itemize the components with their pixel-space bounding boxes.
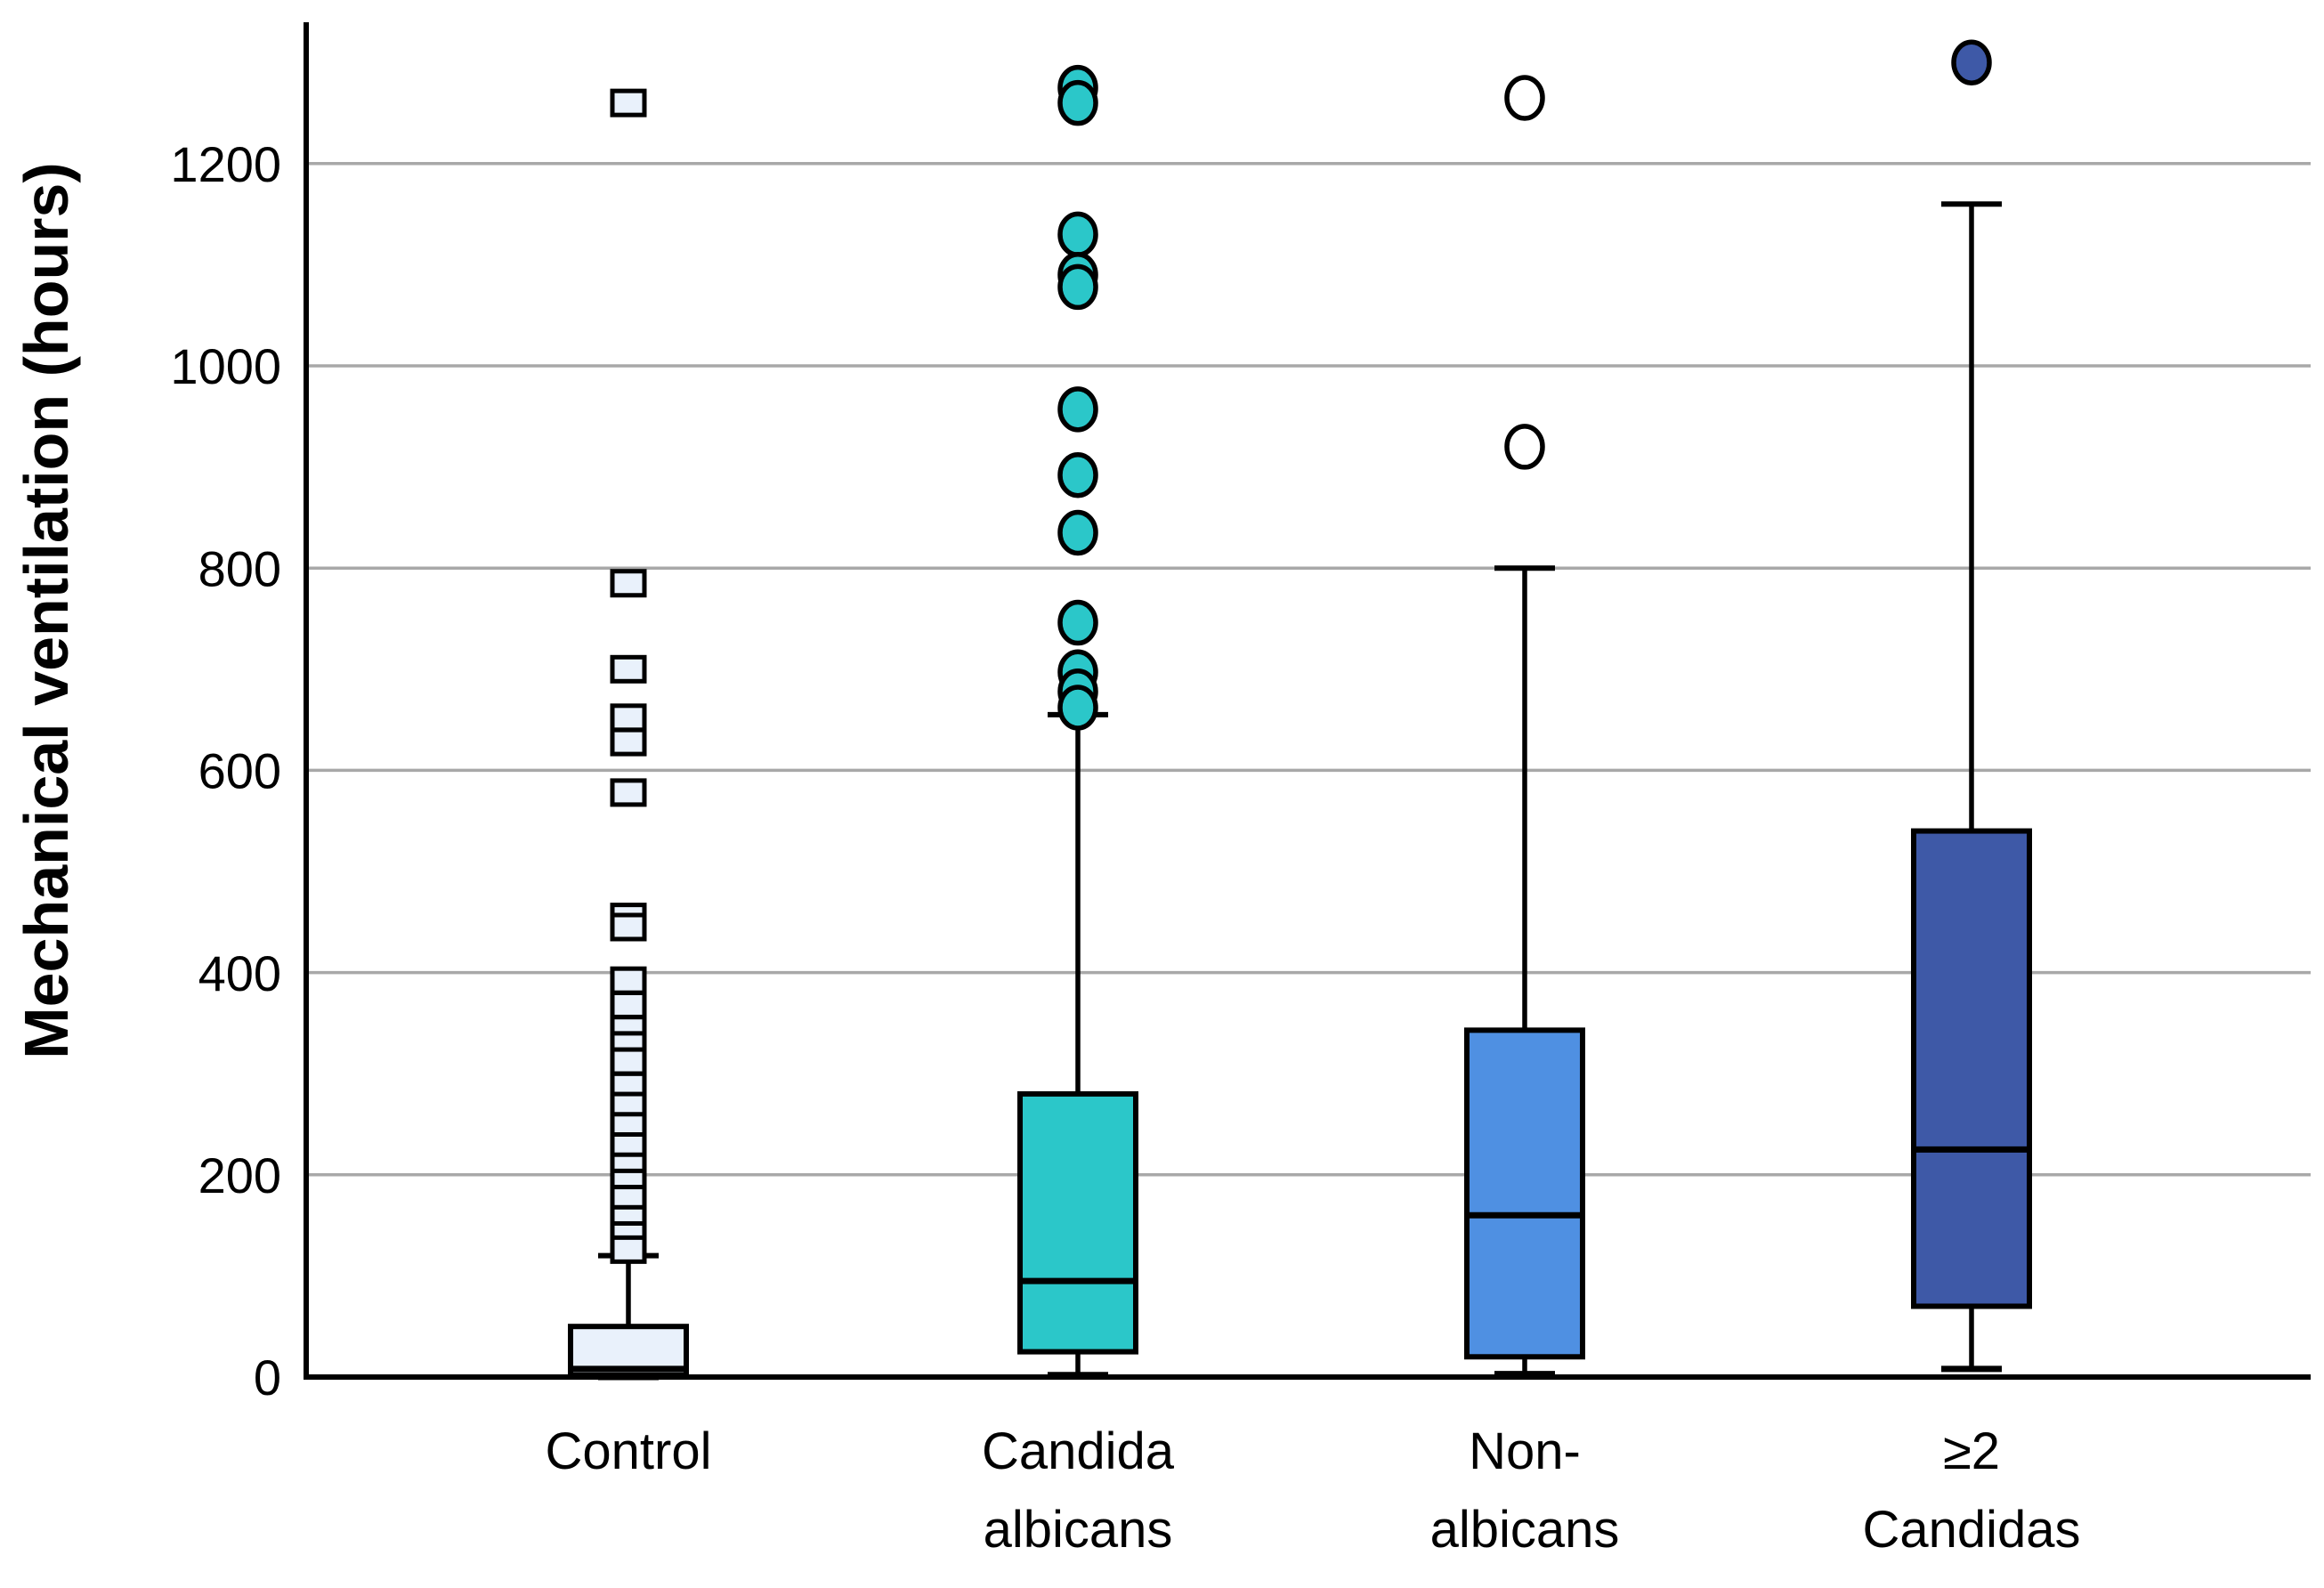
iqr-box-non-albicans — [1464, 1027, 1585, 1360]
outlier-marker-control-2 — [610, 654, 647, 684]
iqr-box-ge2-candidas — [1911, 828, 2032, 1309]
x-category-label-control-line1: Control — [546, 1422, 712, 1480]
outlier-marker-control-22 — [610, 1235, 647, 1264]
outlier-marker-non-albicans-1 — [1504, 424, 1545, 470]
y-tick-label-400: 400 — [198, 945, 281, 1001]
y-tick-label-1000: 1000 — [170, 338, 281, 394]
outlier-marker-control-12 — [610, 1047, 647, 1076]
outlier-marker-candida-albicans-7 — [1057, 509, 1098, 556]
x-category-label-candida-albicans-line1: Candida — [982, 1422, 1175, 1480]
outlier-marker-candida-albicans-2 — [1057, 211, 1098, 258]
outlier-marker-control-3 — [610, 703, 647, 733]
x-category-label-candida-albicans-line2: albicans — [984, 1501, 1173, 1559]
outlier-marker-candida-albicans-6 — [1057, 451, 1098, 498]
y-tick-label-1200: 1200 — [170, 136, 281, 192]
x-category-label-non-albicans-line2: albicans — [1430, 1501, 1620, 1559]
labels-layer: 0 200 400 600 800 1000 1200 Control Candida albic… — [170, 136, 2080, 1559]
outlier-marker-candida-albicans-5 — [1057, 386, 1098, 433]
outlier-marker-control-5 — [610, 778, 647, 807]
outlier-marker-control-0 — [610, 88, 647, 117]
iqr-box-candida-albicans — [1017, 1090, 1138, 1355]
outlier-marker-candida-albicans-4 — [1057, 263, 1098, 311]
boxplot-group-control — [568, 88, 689, 1381]
boxes-layer — [568, 39, 2032, 1381]
boxplot-group-non-albicans — [1464, 75, 1585, 1378]
outlier-marker-control-4 — [610, 727, 647, 757]
y-tick-label-600: 600 — [198, 743, 281, 799]
x-category-label-non-albicans-line1: Non- — [1469, 1422, 1581, 1480]
boxplot-group-ge2-candidas — [1911, 39, 2032, 1373]
outlier-marker-control-7 — [610, 912, 647, 942]
outlier-marker-candida-albicans-8 — [1057, 599, 1098, 646]
outlier-marker-candida-albicans-11 — [1057, 685, 1098, 731]
outlier-marker-control-1 — [610, 569, 647, 598]
outlier-marker-candida-albicans-1 — [1057, 79, 1098, 126]
outlier-marker-non-albicans-0 — [1504, 75, 1545, 121]
x-category-label-ge2-candidas-line2: Candidas — [1862, 1501, 2080, 1559]
y-tick-label-0: 0 — [254, 1349, 281, 1406]
outlier-marker-control-8 — [610, 966, 647, 995]
y-axis-title: Mechanical ventilation (hours) — [12, 162, 81, 1058]
outlier-marker-ge2-candidas-0 — [1951, 39, 1992, 85]
y-tick-label-200: 200 — [198, 1147, 281, 1203]
outlier-marker-control-9 — [610, 990, 647, 1019]
boxplot-group-candida-albicans — [1017, 64, 1138, 1379]
x-category-label-ge2-candidas-line1: ≥2 — [1943, 1422, 2000, 1480]
y-tick-label-800: 800 — [198, 540, 281, 596]
